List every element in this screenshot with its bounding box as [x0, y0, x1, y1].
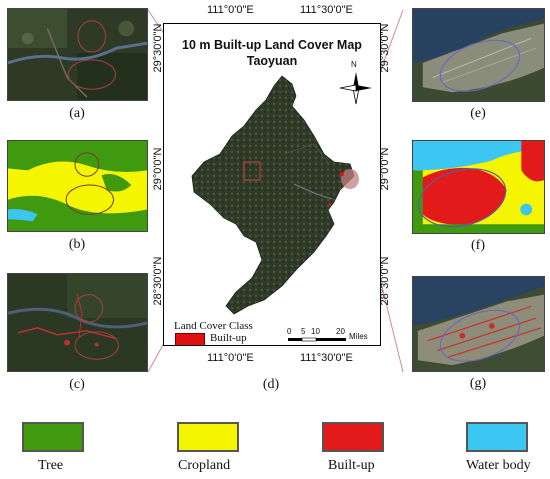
- map-title-line1: 10 m Built-up Land Cover Map: [182, 38, 362, 52]
- scale-tick-10: 10: [311, 327, 320, 336]
- top-longitude-1: 111°0'0"E: [207, 4, 254, 16]
- legend-swatch-builtup: [322, 422, 384, 452]
- legend-swatch-cropland: [177, 422, 239, 452]
- legend-swatch-water: [466, 422, 528, 452]
- inset-legend-heading: Land Cover Class: [174, 320, 253, 332]
- panel-g-builtup-overlay: [412, 276, 545, 372]
- panel-f-classification: [412, 140, 545, 234]
- scale-tick-20: 20: [336, 327, 345, 336]
- scale-tick-5: 5: [301, 327, 306, 336]
- map-title-line2: Taoyuan: [246, 54, 298, 68]
- panel-g-caption: (g): [469, 376, 487, 391]
- north-label: N: [351, 60, 357, 69]
- panel-b-classification: [7, 140, 148, 232]
- scale-bar: [288, 337, 346, 342]
- scale-tick-0: 0: [287, 327, 292, 336]
- bottom-longitude-2: 111°30'0"E: [300, 352, 353, 364]
- inset-legend-swatch: [175, 333, 205, 345]
- top-longitude-2: 111°30'0"E: [300, 4, 353, 16]
- panel-b-caption: (b): [68, 237, 86, 252]
- legend-label-tree: Tree: [38, 458, 64, 473]
- region-map: [191, 75, 359, 315]
- panel-f-caption: (f): [471, 238, 485, 253]
- legend-swatch-tree: [22, 422, 84, 452]
- legend-label-builtup: Built-up: [328, 458, 375, 473]
- panel-e-caption: (e): [470, 106, 486, 121]
- main-map: 10 m Built-up Land Cover Map Taoyuan N L…: [163, 23, 381, 346]
- north-arrow-icon: [339, 72, 372, 105]
- main-map-caption: (d): [262, 377, 280, 392]
- inset-legend-label: Built-up: [210, 332, 247, 344]
- legend-label-water: Water body: [466, 458, 531, 473]
- panel-a-caption: (a): [69, 106, 85, 121]
- panel-c-builtup-overlay: [7, 273, 148, 372]
- scale-unit: Miles: [349, 332, 368, 341]
- legend-label-cropland: Cropland: [178, 458, 231, 473]
- panel-e-satellite: [412, 8, 545, 102]
- bottom-longitude-1: 111°0'0"E: [207, 352, 254, 364]
- panel-a-satellite: [7, 8, 148, 101]
- panel-c-caption: (c): [69, 377, 85, 392]
